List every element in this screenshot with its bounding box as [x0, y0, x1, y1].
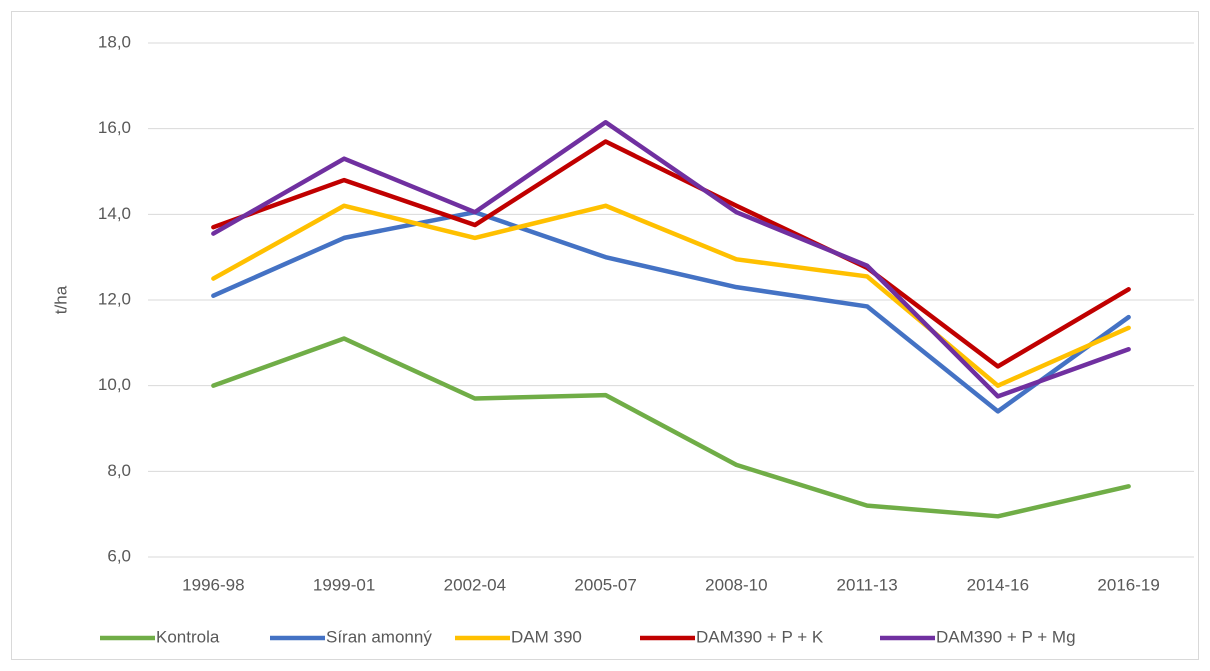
x-tick-label: 1996-98	[182, 575, 244, 594]
series-line	[211, 139, 1131, 369]
y-tick-label: 12,0	[98, 289, 131, 308]
series-line	[211, 336, 1131, 519]
x-tick-label: 1999-01	[313, 575, 375, 594]
x-tick-label: 2002-04	[444, 575, 506, 594]
y-tick-label: 14,0	[98, 204, 131, 223]
legend-label: DAM390 + P + Mg	[936, 627, 1076, 646]
x-tick-label: 2011-13	[837, 575, 898, 594]
legend-label: Kontrola	[156, 627, 220, 646]
chart-border	[11, 11, 1199, 660]
x-tick-label: 2014-16	[967, 575, 1029, 594]
legend-label: DAM390 + P + K	[696, 627, 824, 646]
y-tick-label: 6,0	[107, 546, 131, 565]
y-tick-label: 8,0	[107, 461, 131, 480]
legend-label: DAM 390	[511, 627, 582, 646]
series-line	[211, 203, 1131, 388]
x-tick-label: 2016-19	[1097, 575, 1159, 594]
y-tick-label: 10,0	[98, 375, 131, 394]
x-tick-label: 2008-10	[705, 575, 767, 594]
legend-label: Síran amonný	[326, 627, 432, 646]
series-line	[211, 119, 1131, 399]
y-tick-label: 16,0	[98, 118, 131, 137]
y-tick-label: 18,0	[98, 32, 131, 51]
series-line	[211, 209, 1131, 414]
y-axis-label: t/ha	[51, 285, 70, 314]
x-tick-label: 2005-07	[574, 575, 636, 594]
